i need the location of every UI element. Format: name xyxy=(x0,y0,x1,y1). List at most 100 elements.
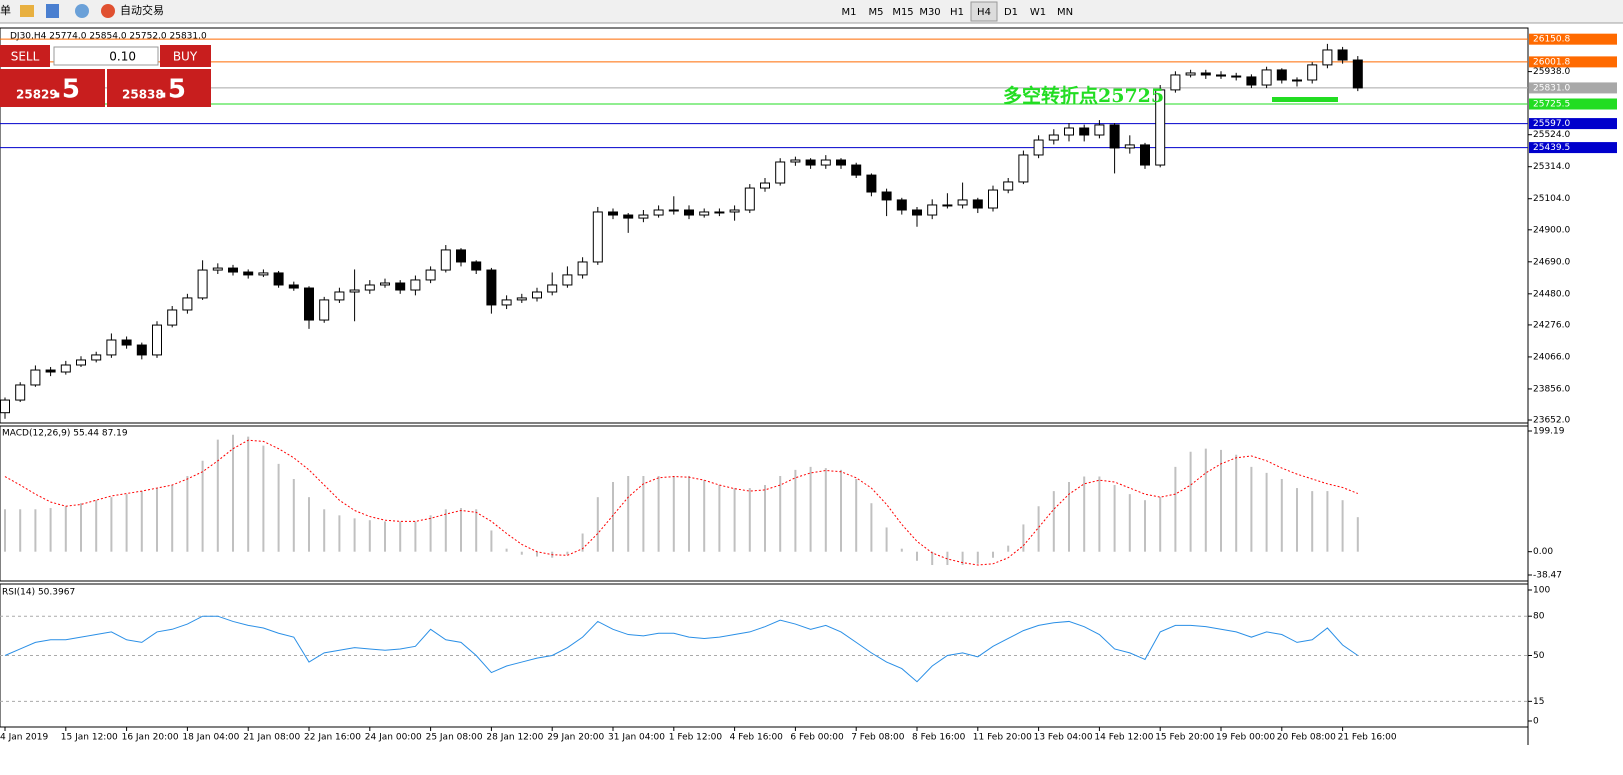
bid-price: 25829 xyxy=(16,88,58,102)
y-tick-label: 23856.0 xyxy=(1533,384,1570,394)
x-tick-label: 15 Feb 20:00 xyxy=(1155,733,1214,743)
candle-body xyxy=(912,209,922,216)
candle-body xyxy=(182,297,193,311)
x-tick-label: 6 Feb 00:00 xyxy=(790,733,844,743)
candle-body xyxy=(896,199,907,211)
timeframe[interactable]: M30 xyxy=(919,7,940,18)
candle-body xyxy=(349,289,360,293)
macd-title: MACD(12,26,9) 55.44 87.19 xyxy=(2,429,128,439)
candle-body xyxy=(121,339,132,346)
candle-body xyxy=(927,204,938,216)
x-tick-label: 4 Jan 2019 xyxy=(0,733,48,743)
candle-body xyxy=(1003,181,1014,191)
bid-box[interactable] xyxy=(0,69,105,107)
rsi-title: RSI(14) 50.3967 xyxy=(2,588,75,598)
plot: 23652.0 23856.0 24066.0 24276.0 24480.0 24690… xyxy=(0,33,1617,743)
active-timeframe[interactable] xyxy=(970,1,998,22)
x-tick-label: 20 Feb 08:00 xyxy=(1277,733,1336,743)
x-tick-label: 14 Feb 12:00 xyxy=(1094,733,1153,743)
timeframe[interactable]: M15 xyxy=(892,7,913,18)
candle-body xyxy=(1185,72,1196,76)
candle-body xyxy=(456,249,466,263)
candle-body xyxy=(1048,134,1059,141)
buy-label[interactable]: BUY xyxy=(173,50,198,64)
candle-body xyxy=(638,214,649,219)
auto-trading[interactable]: 自动交易 xyxy=(120,3,164,17)
candle-body xyxy=(106,339,117,356)
toolbar-bg xyxy=(0,0,1623,23)
x-tick-label: 28 Jan 12:00 xyxy=(486,733,543,743)
candle-body xyxy=(699,211,710,216)
timeframe[interactable]: H1 xyxy=(950,7,964,18)
x-tick-label: 7 Feb 08:00 xyxy=(851,733,905,743)
bid-fraction: .5 xyxy=(52,75,80,105)
candle-body xyxy=(684,209,694,216)
y-tick-label: 50 xyxy=(1533,651,1545,661)
candle-body xyxy=(0,399,10,414)
candle-body xyxy=(668,209,679,212)
candle-body xyxy=(760,182,770,189)
candle-body xyxy=(1124,144,1135,149)
y-tick-label: 24900.0 xyxy=(1533,225,1570,235)
candle-body xyxy=(212,267,223,271)
sell-label[interactable]: SELL xyxy=(11,50,40,64)
candle-body xyxy=(273,272,284,286)
candle-body xyxy=(1079,127,1090,136)
candle-body xyxy=(471,261,482,271)
candle-body xyxy=(1352,59,1363,89)
toolbar: 单 自动交易 M1 M5 M15 M30 H1 H4 D1 W1 MN xyxy=(0,0,1623,24)
y-tick-label: 24276.0 xyxy=(1533,320,1570,330)
candle-body xyxy=(425,269,436,281)
timeframe[interactable]: H4 xyxy=(977,7,991,18)
candle-body xyxy=(410,279,421,291)
y-tick-label: 23652.0 xyxy=(1533,416,1570,426)
timeframe[interactable]: D1 xyxy=(1004,7,1018,18)
icon[interactable] xyxy=(101,4,115,18)
level-label-bg xyxy=(1529,82,1617,94)
y-tick-label: 199.19 xyxy=(1533,427,1565,437)
lot-value[interactable]: 0.10 xyxy=(109,50,136,64)
x-tick-label: 31 Jan 04:00 xyxy=(608,733,665,743)
timeframe[interactable]: M1 xyxy=(842,7,857,18)
x-tick-label: 13 Feb 04:00 xyxy=(1034,733,1093,743)
candle-body xyxy=(15,384,26,401)
y-tick-label: 25524.0 xyxy=(1533,130,1570,140)
icon[interactable] xyxy=(75,4,89,18)
icon[interactable] xyxy=(46,4,59,18)
sell-button[interactable] xyxy=(0,45,50,67)
timeframes: M1 M5 M15 M30 H1 H4 D1 W1 MN xyxy=(842,1,1073,22)
y-tick-label: 100 xyxy=(1533,586,1550,596)
candle-body xyxy=(972,199,983,209)
buy-button[interactable] xyxy=(160,45,211,67)
candle-body xyxy=(1337,49,1348,61)
candle-body xyxy=(1109,124,1120,149)
candle-body xyxy=(167,309,178,326)
lot-input[interactable] xyxy=(53,46,159,66)
y-tick-label: 24066.0 xyxy=(1533,352,1570,362)
level-label-bg xyxy=(1529,56,1617,68)
y-tick-label: 0 xyxy=(1533,717,1539,727)
candle-body xyxy=(714,211,725,214)
ask-box[interactable] xyxy=(107,69,211,107)
candle-body xyxy=(1307,64,1318,81)
candle-body xyxy=(136,344,147,356)
candle-body xyxy=(744,187,755,211)
timeframe[interactable]: M5 xyxy=(869,7,884,18)
candle-body xyxy=(775,161,786,184)
candle-body xyxy=(197,269,208,299)
timeframe[interactable]: W1 xyxy=(1030,7,1046,18)
x-tick-label: 1 Feb 12:00 xyxy=(669,733,723,743)
candle-body xyxy=(1276,69,1287,81)
candle-body xyxy=(334,291,345,301)
icon[interactable] xyxy=(20,5,34,17)
timeframe[interactable]: MN xyxy=(1057,7,1073,18)
candle-body xyxy=(319,299,330,321)
y-tick-label: 15 xyxy=(1533,697,1544,707)
menu-fragment[interactable]: 单 xyxy=(0,4,11,17)
candle-body xyxy=(532,291,542,299)
candle-body xyxy=(577,261,588,276)
y-tick-label: -38.47 xyxy=(1533,571,1562,581)
candle-body xyxy=(364,284,375,291)
x-tick-label: 22 Jan 16:00 xyxy=(304,733,361,743)
candle-body xyxy=(988,189,998,209)
